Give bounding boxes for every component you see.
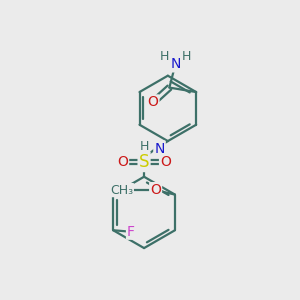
- Text: H: H: [159, 50, 169, 64]
- Text: O: O: [117, 155, 128, 169]
- Text: CH₃: CH₃: [110, 184, 133, 196]
- Text: O: O: [150, 183, 161, 197]
- Text: H: H: [140, 140, 149, 153]
- Text: S: S: [139, 153, 149, 171]
- Text: O: O: [160, 155, 171, 169]
- Text: O: O: [148, 95, 158, 110]
- Text: N: N: [154, 142, 165, 155]
- Text: N: N: [170, 57, 181, 71]
- Text: H: H: [182, 50, 191, 64]
- Text: F: F: [127, 225, 135, 239]
